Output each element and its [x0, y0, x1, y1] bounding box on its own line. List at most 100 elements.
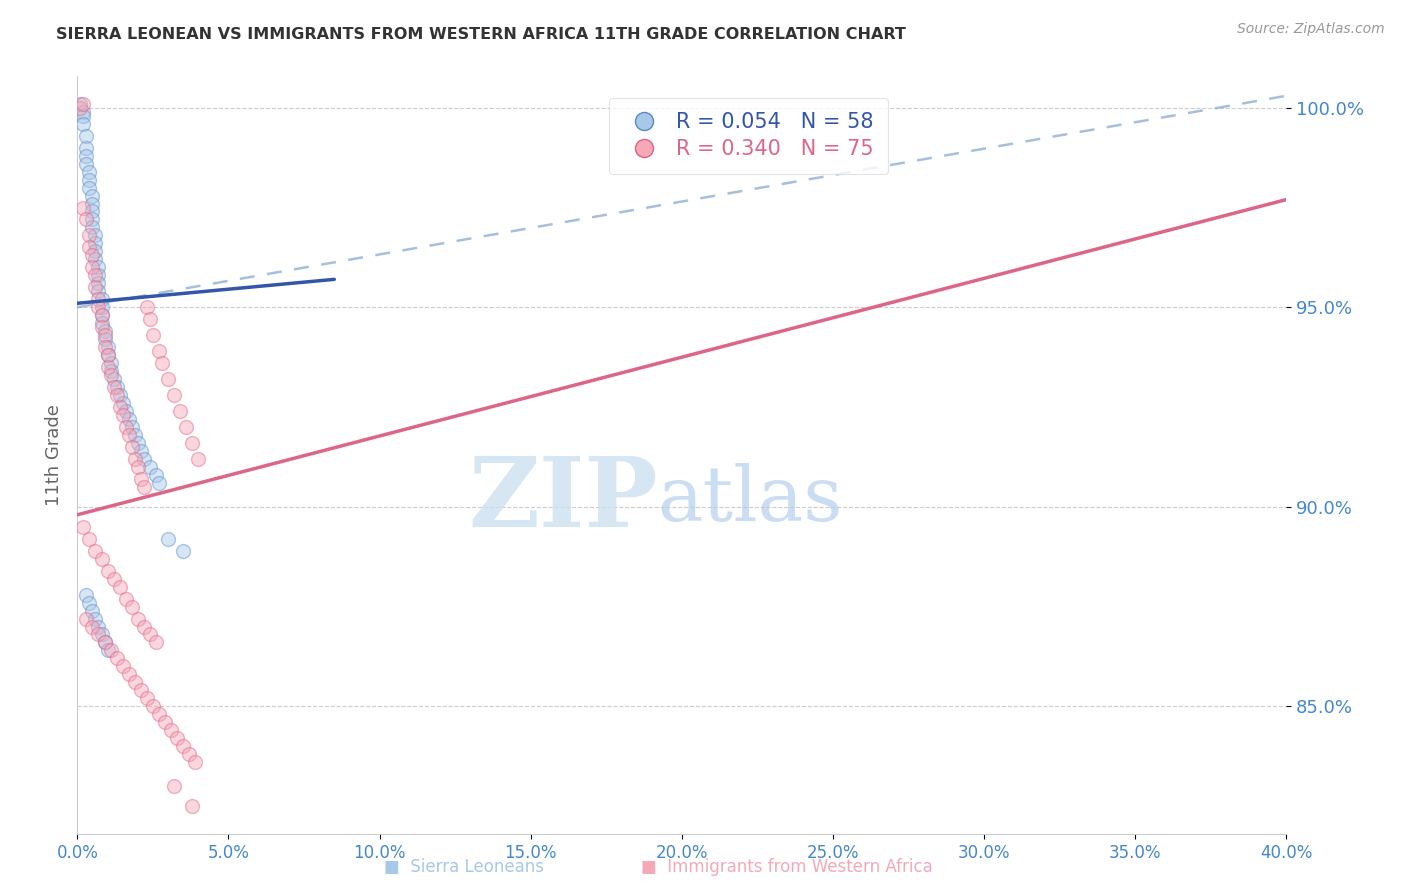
Point: [96, 348, 118, 362]
Point: [179, 747, 201, 762]
Point: [75, 588, 97, 602]
Point: [172, 543, 194, 558]
Point: [103, 572, 125, 586]
Point: [82, 603, 104, 617]
Point: [87, 277, 110, 291]
Point: [129, 444, 152, 458]
Point: [111, 408, 134, 422]
Point: [72, 109, 94, 123]
Point: [79, 596, 101, 610]
Point: [90, 308, 112, 322]
Point: [114, 591, 136, 606]
Point: [142, 699, 165, 714]
Point: [139, 459, 162, 474]
Point: [84, 268, 107, 283]
Y-axis label: 11th Grade: 11th Grade: [45, 404, 63, 506]
Point: [132, 480, 155, 494]
Point: [132, 451, 155, 466]
Point: [111, 396, 134, 410]
Point: [163, 388, 186, 402]
Point: [153, 715, 176, 730]
Point: [103, 380, 125, 394]
Point: [87, 619, 110, 633]
Point: [87, 293, 110, 307]
Point: [163, 779, 186, 793]
Point: [124, 428, 146, 442]
Point: [135, 300, 157, 314]
Point: [93, 635, 115, 649]
Point: [75, 148, 97, 162]
Point: [108, 400, 131, 414]
Point: [105, 651, 128, 665]
Point: [84, 252, 107, 267]
Point: [169, 404, 191, 418]
Point: [96, 564, 118, 578]
Point: [124, 675, 146, 690]
Point: [90, 308, 112, 322]
Point: [105, 388, 128, 402]
Point: [100, 356, 122, 370]
Point: [96, 348, 118, 362]
Text: SIERRA LEONEAN VS IMMIGRANTS FROM WESTERN AFRICA 11TH GRADE CORRELATION CHART: SIERRA LEONEAN VS IMMIGRANTS FROM WESTER…: [56, 27, 905, 42]
Point: [69, 96, 91, 111]
Point: [87, 627, 110, 641]
Point: [79, 240, 101, 254]
Point: [72, 520, 94, 534]
Point: [157, 532, 180, 546]
Point: [127, 436, 149, 450]
Point: [90, 551, 112, 566]
Point: [145, 467, 167, 482]
Legend: R = 0.054   N = 58, R = 0.340   N = 75: R = 0.054 N = 58, R = 0.340 N = 75: [609, 97, 887, 174]
Text: ■  Sierra Leoneans: ■ Sierra Leoneans: [384, 858, 544, 876]
Point: [72, 117, 94, 131]
Point: [139, 627, 162, 641]
Text: atlas: atlas: [658, 464, 844, 537]
Point: [150, 356, 173, 370]
Point: [90, 320, 112, 334]
Point: [93, 324, 115, 338]
Point: [108, 580, 131, 594]
Point: [82, 260, 104, 275]
Point: [174, 420, 197, 434]
Point: [75, 611, 97, 625]
Point: [90, 627, 112, 641]
Point: [72, 201, 94, 215]
Point: [84, 228, 107, 243]
Point: [160, 723, 183, 738]
Point: [96, 340, 118, 354]
Point: [69, 101, 91, 115]
Point: [75, 141, 97, 155]
Point: [93, 340, 115, 354]
Point: [79, 532, 101, 546]
Point: [82, 248, 104, 262]
Point: [127, 459, 149, 474]
Point: [118, 667, 141, 681]
Point: [181, 436, 204, 450]
Text: Source: ZipAtlas.com: Source: ZipAtlas.com: [1237, 22, 1385, 37]
Point: [100, 368, 122, 383]
Point: [184, 755, 207, 769]
Point: [82, 204, 104, 219]
Point: [90, 293, 112, 307]
Point: [96, 360, 118, 375]
Point: [82, 188, 104, 202]
Point: [93, 635, 115, 649]
Point: [84, 543, 107, 558]
Point: [135, 691, 157, 706]
Point: [87, 300, 110, 314]
Point: [114, 404, 136, 418]
Point: [172, 739, 194, 754]
Point: [75, 156, 97, 170]
Point: [79, 180, 101, 194]
Point: [82, 196, 104, 211]
Point: [100, 364, 122, 378]
Point: [118, 428, 141, 442]
Point: [166, 731, 188, 746]
Point: [145, 635, 167, 649]
Point: [105, 380, 128, 394]
Point: [79, 172, 101, 186]
Point: [124, 451, 146, 466]
Point: [84, 611, 107, 625]
Point: [84, 280, 107, 294]
Text: ZIP: ZIP: [468, 453, 658, 548]
